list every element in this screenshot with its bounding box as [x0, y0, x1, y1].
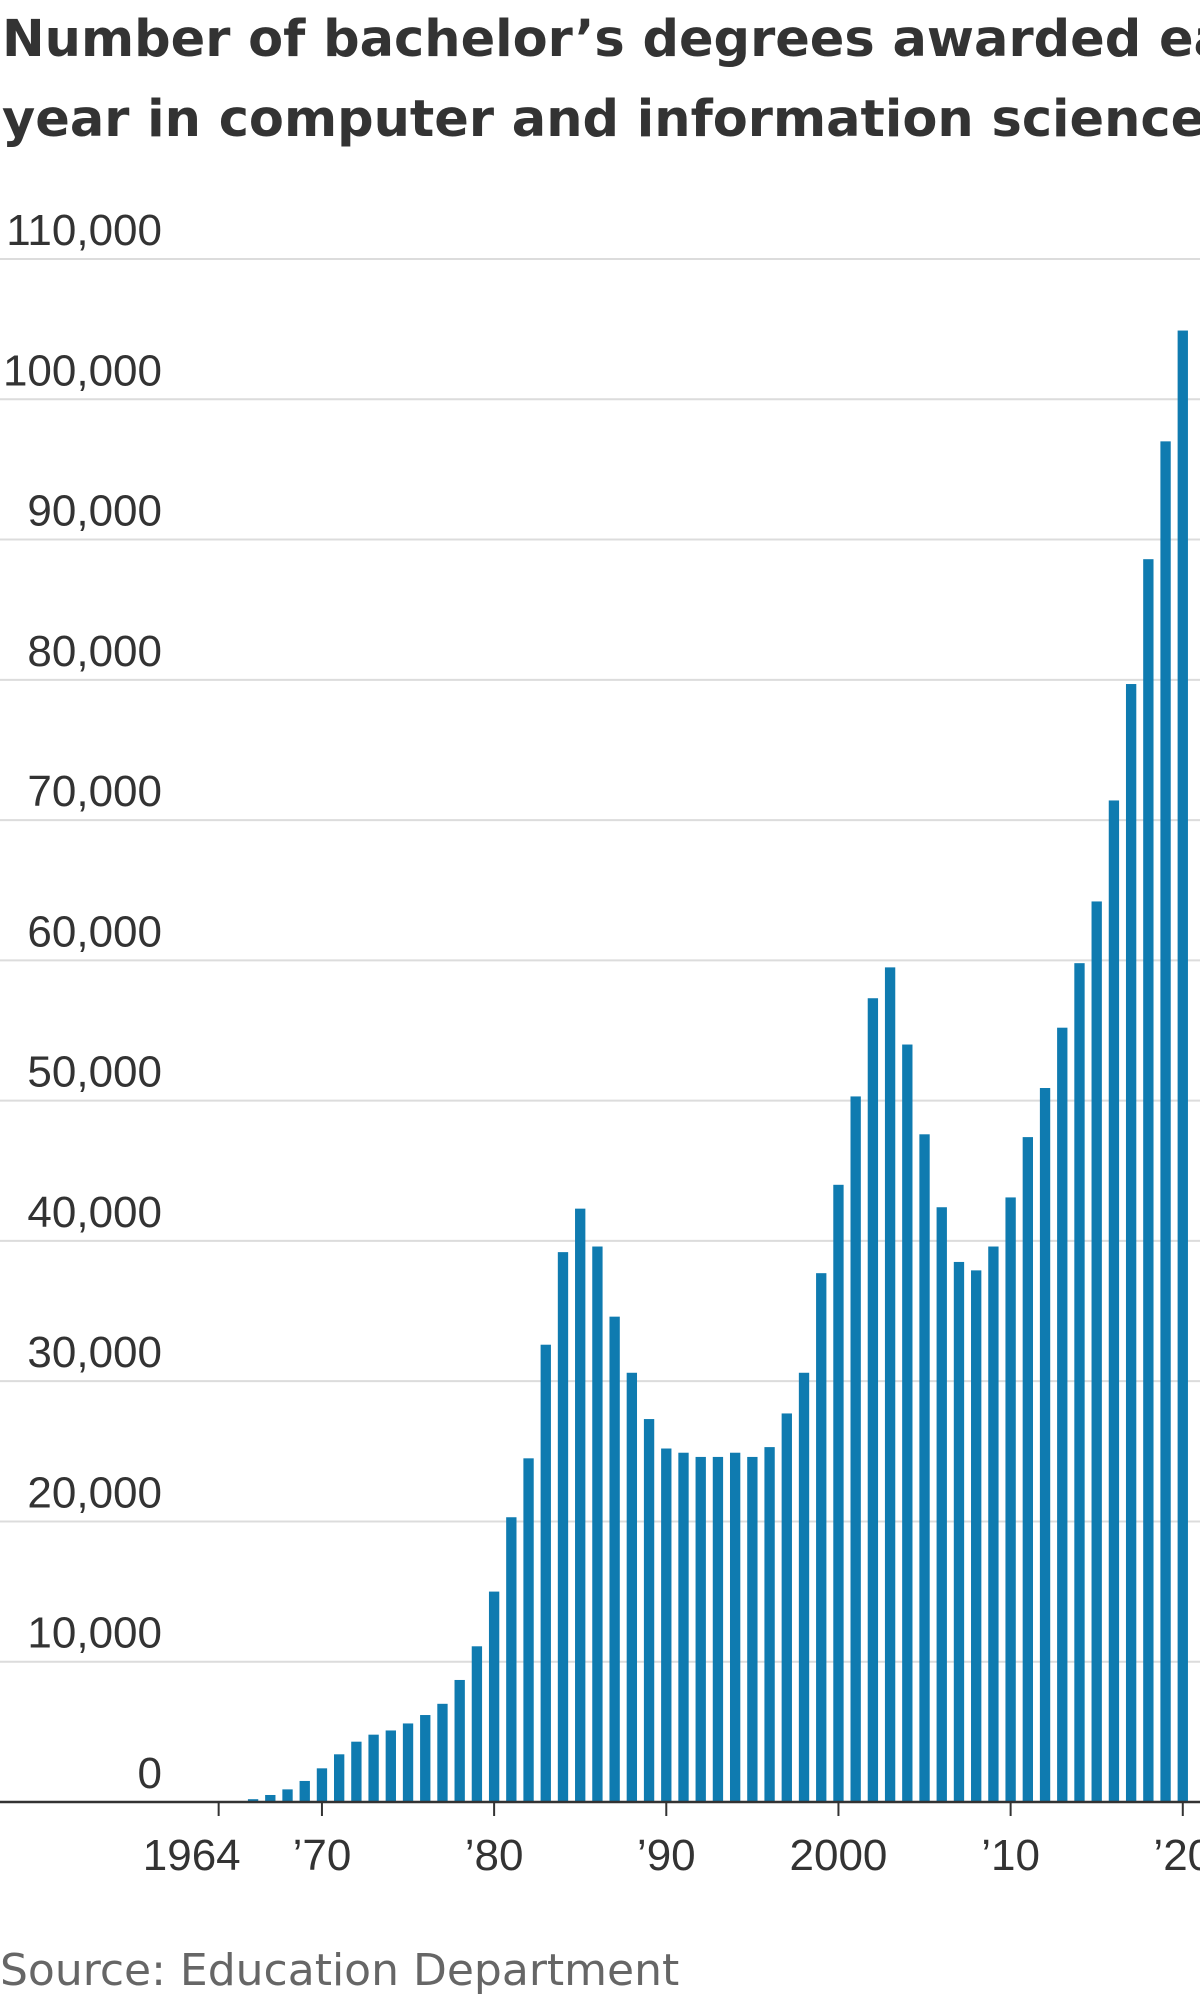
bar [764, 1447, 775, 1802]
x-tick-label: ’70 [293, 1831, 352, 1880]
source: Source: Education Department [0, 1945, 679, 1996]
bar [592, 1246, 603, 1802]
bar [1074, 963, 1085, 1802]
bar [695, 1456, 706, 1802]
y-tick-label: 80,000 [27, 627, 162, 676]
bar [1177, 330, 1188, 1803]
bar [816, 1273, 827, 1802]
chart-title: year in computer and information science [2, 90, 1200, 149]
bar [540, 1344, 551, 1802]
bar [953, 1261, 965, 1802]
bar [402, 1723, 414, 1802]
bar [1091, 901, 1102, 1802]
bar [368, 1734, 379, 1802]
bar [833, 1184, 844, 1802]
bar [557, 1252, 569, 1802]
y-tick-label: 90,000 [27, 487, 162, 536]
bar [282, 1789, 293, 1802]
bar [523, 1458, 534, 1802]
bar [643, 1419, 655, 1802]
bar [316, 1768, 328, 1802]
bar [729, 1452, 741, 1802]
y-tick-label: 60,000 [27, 907, 162, 956]
x-tick-label: ’20 [1153, 1831, 1200, 1880]
bar [1022, 1137, 1033, 1802]
x-tick-label: 2000 [790, 1831, 888, 1880]
bar [678, 1452, 689, 1802]
bar [626, 1372, 638, 1802]
y-tick-label: 30,000 [27, 1328, 162, 1377]
bar [1057, 1027, 1068, 1802]
bar [506, 1517, 517, 1802]
y-tick-label: 10,000 [27, 1609, 162, 1658]
bar [1039, 1088, 1051, 1802]
x-tick-label: 1964 [143, 1831, 241, 1880]
y-tick-label: 110,000 [6, 206, 162, 255]
bar [919, 1134, 930, 1802]
x-tick-label: ’10 [981, 1831, 1040, 1880]
bar [299, 1780, 310, 1802]
bar [781, 1413, 792, 1802]
x-tick-label: ’80 [465, 1831, 524, 1880]
bar [747, 1456, 758, 1802]
bar [334, 1754, 345, 1802]
bar [609, 1316, 620, 1802]
bar [1143, 559, 1154, 1803]
bar [351, 1741, 362, 1802]
bar [385, 1730, 396, 1802]
bar [971, 1270, 982, 1802]
bar [1005, 1197, 1016, 1802]
bar [488, 1591, 500, 1802]
bar [1125, 684, 1137, 1802]
bar [712, 1456, 724, 1802]
bar [575, 1208, 586, 1802]
bar [661, 1448, 672, 1802]
bar [867, 998, 879, 1802]
bar [471, 1646, 483, 1802]
bar [1108, 800, 1120, 1802]
bar [265, 1794, 276, 1802]
bar [454, 1679, 465, 1802]
y-tick-label: 100,000 [3, 346, 162, 395]
bar [437, 1703, 448, 1802]
x-tick-label: ’90 [637, 1831, 696, 1880]
chart-title: Number of bachelor’s degrees awarded eac… [2, 10, 1200, 69]
bar [902, 1044, 913, 1802]
bar [936, 1207, 947, 1802]
y-tick-label: 40,000 [27, 1188, 162, 1237]
y-tick-label: 0 [138, 1749, 162, 1798]
y-tick-label: 20,000 [27, 1468, 162, 1517]
y-tick-label: 50,000 [27, 1048, 162, 1097]
bar [850, 1096, 861, 1802]
bar [1160, 441, 1171, 1803]
y-tick-label: 70,000 [27, 767, 162, 816]
bar [798, 1372, 810, 1802]
bar [884, 967, 896, 1802]
bar [420, 1715, 431, 1802]
bar [988, 1246, 999, 1802]
bar [247, 1799, 259, 1802]
